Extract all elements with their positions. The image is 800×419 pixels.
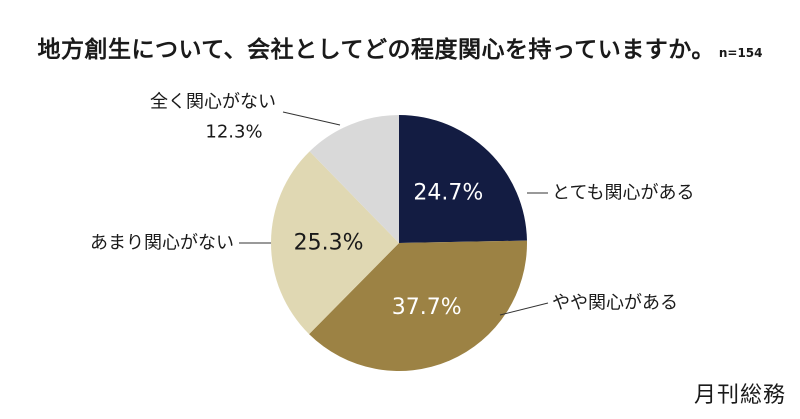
chart-title-row: 地方創生について、会社としてどの程度関心を持っていますか。 n=154 — [0, 30, 800, 64]
sample-size-label: n=154 — [718, 46, 763, 60]
slice-category-label: あまり関心がない — [90, 233, 234, 254]
leader-line — [499, 302, 549, 316]
pie-slice — [399, 115, 527, 243]
pie-slice — [271, 151, 399, 335]
chart-title: 地方創生について、会社としてどの程度関心を持っていますか。 — [37, 37, 715, 63]
slice-category-label: やや関心がある — [552, 293, 678, 314]
leader-line — [282, 111, 341, 126]
slice-category-label: とても関心がある — [552, 183, 695, 204]
slice-category-label: 全く関心がない — [150, 92, 276, 113]
slice-value-label: 12.3% — [205, 122, 262, 143]
slice-value-label: 37.7% — [392, 295, 462, 320]
brand-logo: 月刊総務 — [693, 383, 786, 408]
slice-value-label: 24.7% — [413, 180, 483, 205]
slice-value-label: 25.3% — [294, 230, 364, 255]
pie-slice — [309, 240, 527, 371]
pie-slice — [309, 115, 399, 243]
